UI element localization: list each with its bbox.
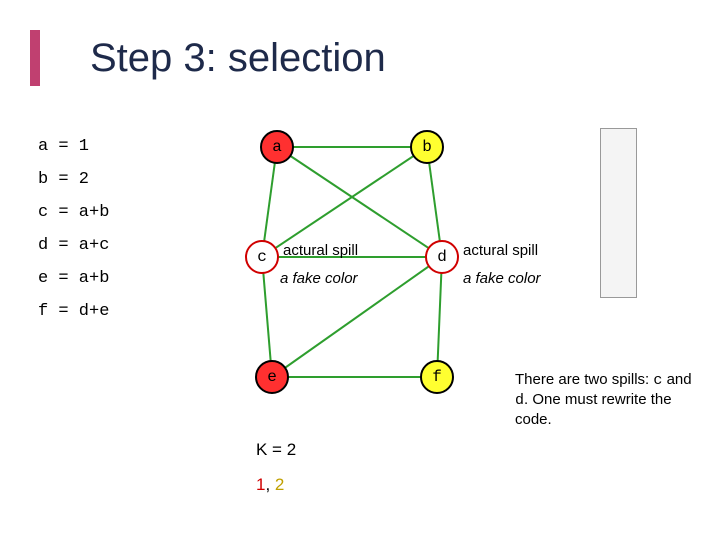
color-sep: , xyxy=(265,475,274,494)
code-line: a = 1 xyxy=(38,130,109,163)
color-list: 1, 2 xyxy=(256,475,284,495)
code-list: a = 1 b = 2 c = a+b d = a+c e = a+b f = … xyxy=(38,130,109,328)
accent-bar xyxy=(30,30,40,86)
node-b: b xyxy=(410,130,444,164)
d-fake-color-label: a fake color xyxy=(463,270,541,287)
code-line: f = d+e xyxy=(38,295,109,328)
node-d: d xyxy=(425,240,459,274)
code-line: d = a+c xyxy=(38,229,109,262)
note-text: There are two spills: xyxy=(515,371,653,388)
code-line: c = a+b xyxy=(38,196,109,229)
node-a: a xyxy=(260,130,294,164)
c-actual-spill-label: actural spill xyxy=(283,242,358,259)
color-2: 2 xyxy=(275,475,284,494)
code-line: e = a+b xyxy=(38,262,109,295)
page-title: Step 3: selection xyxy=(90,36,386,81)
node-e: e xyxy=(255,360,289,394)
note-var-d: d xyxy=(515,392,524,409)
note-text: . One must rewrite the code. xyxy=(515,391,672,428)
node-f: f xyxy=(420,360,454,394)
node-c: c xyxy=(245,240,279,274)
note-text: and xyxy=(662,371,691,388)
c-fake-color-label: a fake color xyxy=(280,270,358,287)
explanation-note: There are two spills: c and d. One must … xyxy=(515,370,700,429)
k-value: K = 2 xyxy=(256,440,296,460)
code-line: b = 2 xyxy=(38,163,109,196)
d-actual-spill-label: actural spill xyxy=(463,242,538,259)
